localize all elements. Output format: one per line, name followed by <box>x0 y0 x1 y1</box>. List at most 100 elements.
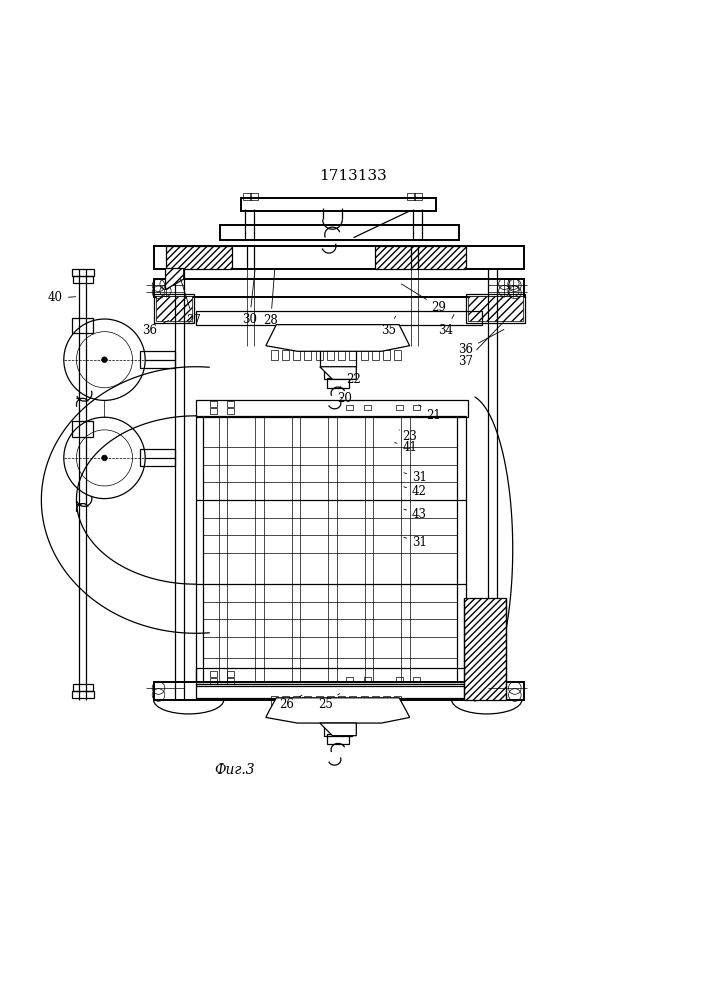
Text: 1713133: 1713133 <box>320 169 387 183</box>
Bar <box>383 696 390 706</box>
Text: 27: 27 <box>180 278 201 327</box>
Text: Фиг.3: Фиг.3 <box>214 763 255 777</box>
Text: 20: 20 <box>338 392 353 405</box>
Bar <box>395 696 401 706</box>
Bar <box>293 696 300 706</box>
Text: 28: 28 <box>263 270 278 327</box>
Bar <box>153 294 194 323</box>
Bar <box>327 734 349 744</box>
Bar <box>346 677 354 682</box>
Polygon shape <box>266 325 409 351</box>
Bar <box>71 421 93 437</box>
Bar <box>396 405 402 410</box>
Bar <box>165 246 232 269</box>
Text: 29: 29 <box>402 284 447 314</box>
Bar <box>227 408 234 414</box>
Text: 22: 22 <box>341 373 361 386</box>
Text: 41: 41 <box>395 441 417 454</box>
Bar <box>243 193 251 200</box>
Bar <box>324 723 352 736</box>
Bar <box>327 350 334 360</box>
Bar <box>210 401 217 407</box>
Bar <box>349 350 356 360</box>
Bar <box>396 677 402 682</box>
Bar <box>196 311 482 325</box>
Bar <box>210 408 217 414</box>
Bar <box>71 691 94 698</box>
Bar <box>383 350 390 360</box>
Bar <box>196 684 482 698</box>
Bar <box>468 296 523 321</box>
Circle shape <box>102 357 107 363</box>
Bar <box>305 696 311 706</box>
Bar <box>156 296 192 321</box>
Bar <box>210 671 217 677</box>
Polygon shape <box>320 367 356 379</box>
Text: 43: 43 <box>404 508 427 521</box>
Bar <box>227 678 234 684</box>
Bar <box>305 350 311 360</box>
Text: 42: 42 <box>404 485 427 498</box>
Bar <box>372 696 379 706</box>
Bar <box>327 378 349 388</box>
Bar <box>320 349 356 367</box>
Bar <box>153 279 524 297</box>
Bar <box>73 276 93 283</box>
Bar <box>346 405 354 410</box>
Text: 31: 31 <box>404 471 427 484</box>
Text: 30: 30 <box>243 270 257 326</box>
Text: 36: 36 <box>143 320 169 337</box>
Text: 23: 23 <box>399 430 417 443</box>
Text: 31: 31 <box>404 536 427 549</box>
Bar <box>282 350 289 360</box>
Polygon shape <box>266 698 409 723</box>
Bar <box>139 449 175 466</box>
Bar <box>153 246 524 269</box>
Bar <box>250 193 258 200</box>
Bar <box>220 225 459 240</box>
Bar <box>282 696 289 706</box>
Polygon shape <box>320 723 356 736</box>
Text: 37: 37 <box>458 321 505 368</box>
Bar <box>324 367 352 379</box>
Bar <box>372 350 379 360</box>
Bar <box>293 350 300 360</box>
Bar <box>464 598 506 700</box>
Bar <box>271 350 278 360</box>
Bar <box>349 696 356 706</box>
Bar <box>466 294 525 323</box>
Bar <box>361 350 368 360</box>
Bar <box>414 193 422 200</box>
Bar <box>153 682 524 700</box>
Bar <box>196 400 468 417</box>
Bar <box>327 696 334 706</box>
Bar <box>139 351 175 368</box>
Bar <box>413 677 420 682</box>
Bar <box>315 696 322 706</box>
Bar <box>227 671 234 677</box>
Text: 26: 26 <box>279 695 302 711</box>
Text: 40: 40 <box>48 291 76 304</box>
Bar <box>210 678 217 684</box>
Bar <box>315 350 322 360</box>
Bar <box>241 198 436 211</box>
Bar <box>320 709 356 723</box>
Bar <box>375 246 466 269</box>
Bar <box>413 405 420 410</box>
Bar <box>364 677 371 682</box>
Bar <box>361 696 368 706</box>
Text: 35: 35 <box>381 316 396 337</box>
Bar <box>395 350 401 360</box>
Bar <box>271 696 278 706</box>
Text: 36: 36 <box>458 329 504 356</box>
Bar <box>338 350 345 360</box>
Bar <box>71 269 94 276</box>
Text: 34: 34 <box>438 314 454 337</box>
Bar <box>227 401 234 407</box>
Bar <box>73 684 93 691</box>
Bar <box>71 318 93 333</box>
Bar <box>364 405 371 410</box>
Bar <box>338 696 345 706</box>
Bar <box>196 668 468 686</box>
Circle shape <box>102 455 107 461</box>
